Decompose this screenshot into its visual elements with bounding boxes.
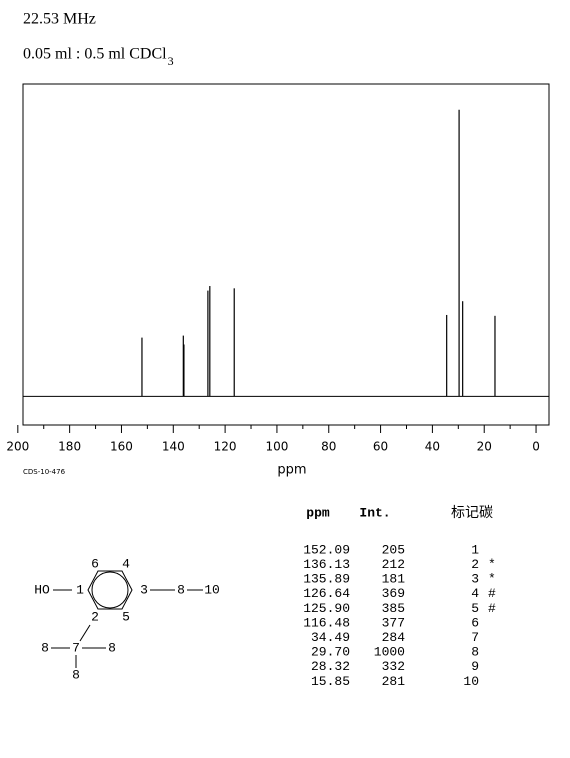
x-tick-label: 100 (265, 440, 288, 454)
cell-mark: # (488, 601, 496, 616)
cell-int: 377 (382, 615, 405, 630)
x-tick-label: 200 (6, 440, 29, 454)
table-header: 标记碳 (451, 505, 493, 521)
table-header: ppm (306, 505, 330, 520)
ring (87, 570, 133, 610)
cell-int: 284 (382, 630, 406, 645)
atom-label: 4 (122, 556, 130, 571)
atom-label: HO (34, 582, 50, 597)
atom-label: 8 (177, 582, 185, 597)
atom-label: 5 (122, 609, 130, 624)
atom-label: 8 (72, 667, 80, 682)
cell-int: 369 (382, 586, 405, 601)
atom-label: 3 (140, 582, 148, 597)
x-tick-label: 60 (373, 440, 388, 454)
atom-label: 6 (91, 556, 99, 571)
atom-label: 7 (72, 640, 80, 655)
frequency: 22.53 MHz (23, 11, 96, 28)
cell-carbon: 8 (471, 645, 479, 660)
sample: 0.05 ml : 0.5 ml CDCl (23, 46, 167, 63)
atom-label: 10 (204, 582, 220, 597)
atom-label: 1 (76, 582, 84, 597)
cell-carbon: 4 (471, 586, 479, 601)
cell-int: 181 (382, 572, 406, 587)
table-header: Int. (359, 505, 390, 520)
cell-int: 1000 (374, 645, 405, 660)
cell-ppm: 126.64 (303, 586, 350, 601)
atom-label: 8 (41, 640, 49, 655)
cell-ppm: 116.48 (303, 615, 350, 630)
cell-mark: # (488, 586, 496, 601)
x-tick-label: 140 (162, 440, 185, 454)
atom-label: 8 (108, 640, 116, 655)
aromatic-circle (91, 571, 129, 609)
cell-ppm: 136.13 (303, 557, 350, 572)
x-tick-label: 180 (58, 440, 81, 454)
cell-carbon: 5 (471, 601, 479, 616)
x-tick-label: 160 (110, 440, 133, 454)
cell-mark: * (488, 557, 496, 572)
cell-carbon: 6 (471, 615, 479, 630)
cell-mark: * (488, 572, 496, 587)
structure-bonds (51, 570, 203, 668)
x-axis-label: ppm (277, 463, 306, 478)
cell-carbon: 10 (463, 674, 479, 689)
cell-int: 385 (382, 601, 405, 616)
cell-int: 281 (382, 674, 406, 689)
x-tick-label: 0 (532, 440, 540, 454)
cell-ppm: 34.49 (311, 630, 350, 645)
cell-ppm: 135.89 (303, 572, 350, 587)
bond (79, 624, 91, 642)
cell-ppm: 152.09 (303, 542, 350, 557)
cell-ppm: 29.70 (311, 645, 350, 660)
x-tick-label: 40 (425, 440, 440, 454)
cell-int: 205 (382, 542, 405, 557)
sample-subscript: 3 (168, 54, 174, 68)
cell-ppm: 15.85 (311, 674, 350, 689)
cell-carbon: 3 (471, 572, 479, 587)
cell-carbon: 7 (471, 630, 479, 645)
cell-int: 332 (382, 659, 405, 674)
cell-ppm: 125.90 (303, 601, 350, 616)
atom-label: 2 (91, 609, 99, 624)
plot-frame (22, 83, 550, 426)
x-tick-label: 120 (214, 440, 237, 454)
cell-carbon: 9 (471, 659, 479, 674)
cell-int: 212 (382, 557, 405, 572)
code: CDS-10-476 (23, 468, 66, 476)
x-tick-label: 80 (321, 440, 336, 454)
x-tick-label: 20 (477, 440, 492, 454)
cell-ppm: 28.32 (311, 659, 350, 674)
cell-carbon: 2 (471, 557, 479, 572)
cell-carbon: 1 (471, 542, 479, 557)
